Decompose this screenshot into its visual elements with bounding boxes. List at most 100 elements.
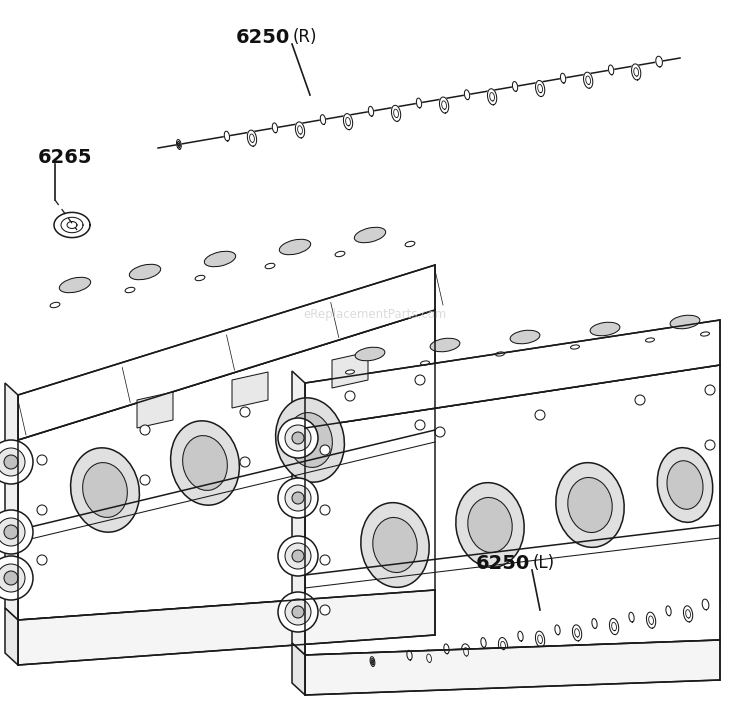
Ellipse shape <box>667 461 703 509</box>
Ellipse shape <box>183 435 227 490</box>
Circle shape <box>635 395 645 405</box>
Ellipse shape <box>129 264 160 279</box>
Text: (L): (L) <box>533 554 555 572</box>
Circle shape <box>285 543 311 569</box>
Ellipse shape <box>50 303 60 308</box>
Polygon shape <box>572 625 582 641</box>
Circle shape <box>292 550 304 562</box>
Circle shape <box>415 375 425 385</box>
Circle shape <box>0 510 33 554</box>
Polygon shape <box>666 606 671 616</box>
Circle shape <box>278 592 318 632</box>
Polygon shape <box>18 310 435 620</box>
Polygon shape <box>592 619 597 628</box>
Ellipse shape <box>496 352 505 356</box>
Circle shape <box>278 536 318 576</box>
Ellipse shape <box>355 347 385 361</box>
Ellipse shape <box>335 251 345 257</box>
Circle shape <box>4 455 18 469</box>
Polygon shape <box>370 656 375 666</box>
Polygon shape <box>481 638 486 648</box>
Polygon shape <box>555 625 560 635</box>
Polygon shape <box>392 105 400 121</box>
Polygon shape <box>464 90 470 100</box>
Circle shape <box>292 492 304 504</box>
Polygon shape <box>5 383 18 620</box>
Circle shape <box>37 555 47 565</box>
Polygon shape <box>305 320 720 428</box>
Polygon shape <box>5 608 18 665</box>
Ellipse shape <box>361 503 429 588</box>
Polygon shape <box>178 143 179 146</box>
Polygon shape <box>372 660 374 663</box>
Circle shape <box>415 420 425 430</box>
Polygon shape <box>632 64 640 80</box>
Ellipse shape <box>279 239 310 255</box>
Circle shape <box>705 440 715 450</box>
Polygon shape <box>416 98 422 108</box>
Polygon shape <box>536 80 544 97</box>
Polygon shape <box>305 640 720 695</box>
Polygon shape <box>232 372 268 408</box>
Ellipse shape <box>82 463 128 518</box>
Polygon shape <box>702 599 709 610</box>
Circle shape <box>278 418 318 458</box>
Polygon shape <box>320 115 326 124</box>
Ellipse shape <box>456 482 524 567</box>
Polygon shape <box>368 106 374 116</box>
Ellipse shape <box>70 448 140 532</box>
Polygon shape <box>224 131 230 141</box>
Ellipse shape <box>354 227 386 243</box>
Polygon shape <box>272 123 278 133</box>
Polygon shape <box>610 619 619 635</box>
Text: eReplacementParts.com: eReplacementParts.com <box>303 308 447 321</box>
Ellipse shape <box>288 412 332 467</box>
Ellipse shape <box>556 463 624 547</box>
Polygon shape <box>292 643 305 695</box>
Ellipse shape <box>430 338 460 352</box>
Polygon shape <box>137 392 173 428</box>
Ellipse shape <box>373 518 417 573</box>
Circle shape <box>345 391 355 401</box>
Ellipse shape <box>510 330 540 344</box>
Polygon shape <box>608 65 613 75</box>
Ellipse shape <box>346 370 355 374</box>
Circle shape <box>0 448 25 476</box>
Polygon shape <box>292 371 305 655</box>
Ellipse shape <box>170 421 239 505</box>
Text: (R): (R) <box>293 28 317 46</box>
Ellipse shape <box>468 497 512 552</box>
Polygon shape <box>424 651 433 666</box>
Circle shape <box>140 425 150 435</box>
Text: 6250: 6250 <box>236 28 290 47</box>
Ellipse shape <box>405 241 415 247</box>
Circle shape <box>37 505 47 515</box>
Polygon shape <box>461 644 471 660</box>
Ellipse shape <box>571 345 580 349</box>
Circle shape <box>140 475 150 485</box>
Ellipse shape <box>700 332 709 336</box>
Circle shape <box>435 427 445 437</box>
Ellipse shape <box>646 338 655 342</box>
Polygon shape <box>584 72 592 88</box>
Circle shape <box>292 432 304 444</box>
Circle shape <box>240 457 250 467</box>
Ellipse shape <box>195 275 205 281</box>
Polygon shape <box>683 606 693 622</box>
Ellipse shape <box>125 287 135 292</box>
Circle shape <box>0 564 25 592</box>
Circle shape <box>4 525 18 539</box>
Polygon shape <box>444 644 449 653</box>
Circle shape <box>320 605 330 615</box>
Polygon shape <box>18 265 435 440</box>
Circle shape <box>0 440 33 484</box>
Circle shape <box>292 606 304 618</box>
Polygon shape <box>499 638 508 653</box>
Ellipse shape <box>568 477 612 533</box>
Polygon shape <box>305 365 720 655</box>
Circle shape <box>285 485 311 511</box>
Polygon shape <box>629 612 634 622</box>
Polygon shape <box>512 82 517 92</box>
Circle shape <box>285 599 311 625</box>
Polygon shape <box>344 113 352 130</box>
